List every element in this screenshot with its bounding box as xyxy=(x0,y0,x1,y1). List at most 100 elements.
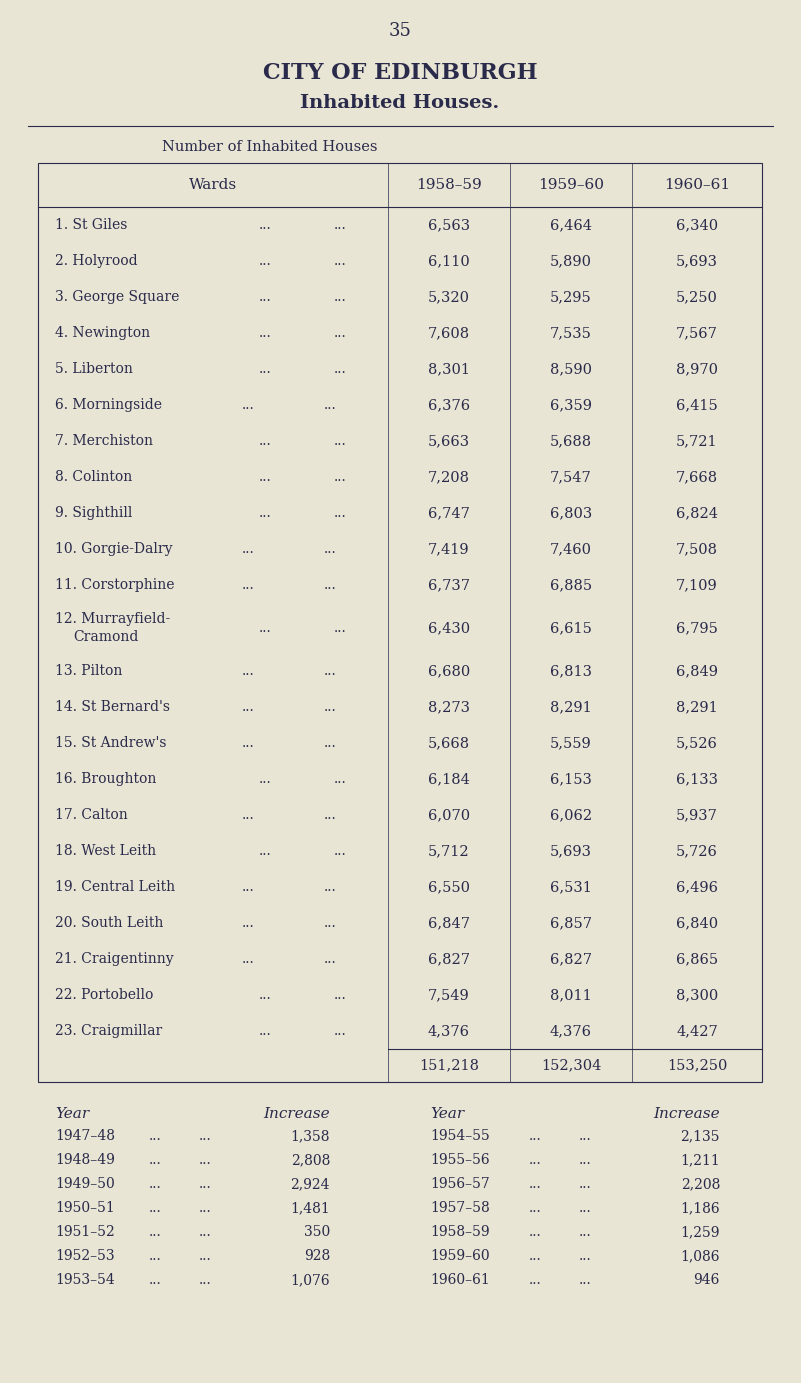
Text: ...: ... xyxy=(324,578,336,592)
Text: 5,295: 5,295 xyxy=(550,290,592,304)
Text: 7,535: 7,535 xyxy=(550,326,592,340)
Text: ...: ... xyxy=(259,772,272,786)
Text: ...: ... xyxy=(149,1177,161,1191)
Text: 6,070: 6,070 xyxy=(428,808,470,822)
Text: 23. Craigmillar: 23. Craigmillar xyxy=(55,1023,163,1039)
Text: 17. Calton: 17. Calton xyxy=(55,808,127,822)
Text: ...: ... xyxy=(242,542,255,556)
Text: ...: ... xyxy=(324,700,336,714)
Text: 6,062: 6,062 xyxy=(550,808,592,822)
Text: ...: ... xyxy=(149,1225,161,1239)
Text: 8,300: 8,300 xyxy=(676,987,718,1003)
Text: 1947–48: 1947–48 xyxy=(55,1129,115,1142)
Text: ...: ... xyxy=(149,1153,161,1167)
Text: ...: ... xyxy=(324,398,336,412)
Text: 1,076: 1,076 xyxy=(291,1272,330,1288)
Text: 1949–50: 1949–50 xyxy=(55,1177,115,1191)
Text: 6,747: 6,747 xyxy=(428,506,470,520)
Text: ...: ... xyxy=(259,470,272,484)
Text: ...: ... xyxy=(242,916,255,929)
Text: 1958–59: 1958–59 xyxy=(417,178,482,192)
Text: Year: Year xyxy=(55,1106,89,1122)
Text: ...: ... xyxy=(578,1153,591,1167)
Text: 153,250: 153,250 xyxy=(666,1058,727,1072)
Text: 6,496: 6,496 xyxy=(676,880,718,893)
Text: ...: ... xyxy=(334,506,346,520)
Text: 6,359: 6,359 xyxy=(550,398,592,412)
Text: 1959–60: 1959–60 xyxy=(430,1249,489,1263)
Text: 1. St Giles: 1. St Giles xyxy=(55,219,127,232)
Text: 6,430: 6,430 xyxy=(428,621,470,635)
Text: 6,865: 6,865 xyxy=(676,952,718,965)
Text: ...: ... xyxy=(242,880,255,893)
Text: 1958–59: 1958–59 xyxy=(430,1225,489,1239)
Text: ...: ... xyxy=(324,880,336,893)
Text: 18. West Leith: 18. West Leith xyxy=(55,844,156,857)
Text: 5,250: 5,250 xyxy=(676,290,718,304)
Text: 2. Holyrood: 2. Holyrood xyxy=(55,254,138,268)
Text: ...: ... xyxy=(578,1249,591,1263)
Text: 6,847: 6,847 xyxy=(428,916,470,929)
Text: ...: ... xyxy=(529,1200,541,1216)
Text: ...: ... xyxy=(324,916,336,929)
Text: 6,153: 6,153 xyxy=(550,772,592,786)
Text: 7,460: 7,460 xyxy=(550,542,592,556)
Text: 6,415: 6,415 xyxy=(676,398,718,412)
Text: ...: ... xyxy=(259,290,272,304)
Text: 1,481: 1,481 xyxy=(290,1200,330,1216)
Text: 5,712: 5,712 xyxy=(429,844,470,857)
Text: ...: ... xyxy=(334,254,346,268)
Text: ...: ... xyxy=(578,1225,591,1239)
Text: 1950–51: 1950–51 xyxy=(55,1200,115,1216)
Text: Year: Year xyxy=(430,1106,464,1122)
Text: ...: ... xyxy=(259,987,272,1003)
Text: 6,563: 6,563 xyxy=(428,219,470,232)
Text: 10. Gorgie-Dalry: 10. Gorgie-Dalry xyxy=(55,542,172,556)
Text: ...: ... xyxy=(334,1023,346,1039)
Text: 5,937: 5,937 xyxy=(676,808,718,822)
Text: CITY OF EDINBURGH: CITY OF EDINBURGH xyxy=(263,62,537,84)
Text: ...: ... xyxy=(259,506,272,520)
Text: 6,376: 6,376 xyxy=(428,398,470,412)
Text: ...: ... xyxy=(334,434,346,448)
Text: ...: ... xyxy=(199,1177,211,1191)
Text: 5,526: 5,526 xyxy=(676,736,718,750)
Text: 1,186: 1,186 xyxy=(680,1200,720,1216)
Text: 6,110: 6,110 xyxy=(428,254,470,268)
Text: 6,840: 6,840 xyxy=(676,916,718,929)
Text: ...: ... xyxy=(334,290,346,304)
Text: 21. Craigentinny: 21. Craigentinny xyxy=(55,952,174,965)
Text: ...: ... xyxy=(242,398,255,412)
Text: 6,857: 6,857 xyxy=(550,916,592,929)
Text: ...: ... xyxy=(199,1225,211,1239)
Text: 8,291: 8,291 xyxy=(550,700,592,714)
Text: 4. Newington: 4. Newington xyxy=(55,326,150,340)
Text: 6,803: 6,803 xyxy=(549,506,592,520)
Text: 7,419: 7,419 xyxy=(429,542,470,556)
Text: 152,304: 152,304 xyxy=(541,1058,602,1072)
Text: ...: ... xyxy=(199,1153,211,1167)
Text: ...: ... xyxy=(334,987,346,1003)
Text: 5,320: 5,320 xyxy=(428,290,470,304)
Text: 5,688: 5,688 xyxy=(550,434,592,448)
Text: 1948–49: 1948–49 xyxy=(55,1153,115,1167)
Text: 350: 350 xyxy=(304,1225,330,1239)
Text: 5. Liberton: 5. Liberton xyxy=(55,362,133,376)
Text: 6,824: 6,824 xyxy=(676,506,718,520)
Text: 20. South Leith: 20. South Leith xyxy=(55,916,163,929)
Text: ...: ... xyxy=(334,844,346,857)
Text: 6,813: 6,813 xyxy=(550,664,592,678)
Text: 928: 928 xyxy=(304,1249,330,1263)
Text: 19. Central Leith: 19. Central Leith xyxy=(55,880,175,893)
Text: ...: ... xyxy=(529,1225,541,1239)
Text: ...: ... xyxy=(334,326,346,340)
Text: ...: ... xyxy=(334,621,346,635)
Text: ...: ... xyxy=(259,844,272,857)
Text: ...: ... xyxy=(529,1129,541,1142)
Text: 7,547: 7,547 xyxy=(550,470,592,484)
Text: ...: ... xyxy=(149,1272,161,1288)
Text: 1,259: 1,259 xyxy=(681,1225,720,1239)
Text: 8,291: 8,291 xyxy=(676,700,718,714)
Text: Cramond: Cramond xyxy=(73,631,139,644)
Text: 6,550: 6,550 xyxy=(428,880,470,893)
